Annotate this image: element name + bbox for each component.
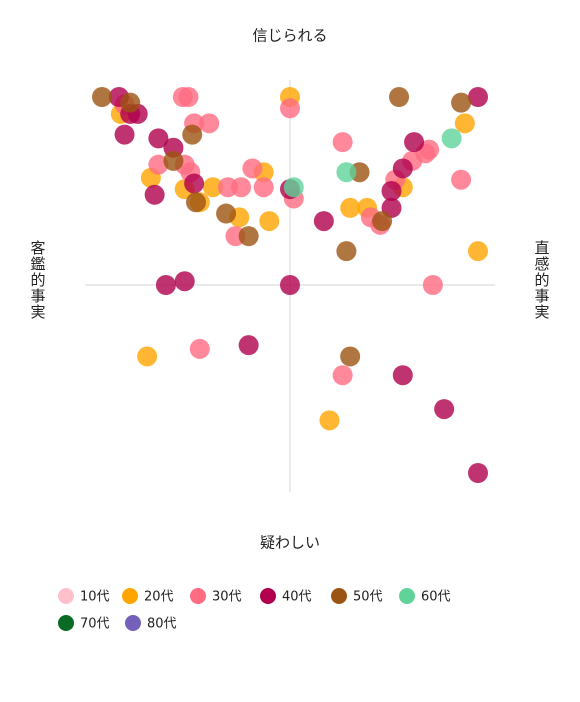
point (451, 92, 472, 113)
legend-label: 20代 (144, 590, 174, 605)
point (202, 177, 223, 198)
point (319, 410, 340, 431)
point (120, 92, 141, 113)
point (283, 177, 304, 198)
point (392, 365, 413, 386)
legend-label: 30代 (212, 590, 242, 605)
point (434, 399, 455, 420)
legend-label: 10代 (80, 590, 110, 605)
point (468, 241, 488, 262)
point (381, 181, 402, 201)
point (144, 184, 165, 205)
legend-swatch (58, 588, 74, 604)
legend-swatch (260, 588, 276, 604)
point (340, 346, 361, 367)
point (148, 128, 169, 149)
legend-label: 60代 (421, 590, 451, 605)
legend-label: 70代 (80, 617, 110, 632)
point (422, 275, 443, 295)
point (389, 87, 410, 107)
legend-swatch (125, 615, 141, 631)
point (182, 124, 203, 145)
point (92, 87, 112, 107)
label-left: 客鑑的事実 (29, 240, 47, 320)
point (332, 365, 353, 386)
point (259, 211, 280, 232)
point (184, 173, 205, 194)
legend-label: 80代 (147, 617, 177, 632)
point (178, 87, 199, 107)
point (404, 132, 425, 153)
point (332, 132, 353, 153)
point (441, 128, 462, 149)
point (163, 150, 184, 171)
legend-swatch (122, 588, 138, 604)
legend-swatch (331, 588, 347, 604)
point (155, 275, 176, 295)
point (372, 211, 393, 232)
point (313, 211, 334, 232)
point (189, 338, 210, 359)
point (468, 463, 488, 483)
point (340, 197, 361, 218)
point (242, 158, 263, 179)
point (238, 226, 259, 247)
point (137, 346, 158, 367)
legend-swatch (399, 588, 415, 604)
point (174, 271, 195, 292)
point (253, 177, 274, 198)
points (92, 87, 488, 483)
point (148, 154, 169, 175)
point (454, 113, 475, 134)
point (468, 87, 488, 107)
point (238, 335, 259, 356)
label-bottom: 疑わしい (260, 534, 320, 552)
point (199, 113, 220, 134)
point (280, 98, 300, 119)
point (280, 275, 300, 295)
point (231, 177, 252, 198)
point (216, 203, 237, 224)
point (336, 162, 357, 183)
label-right: 直感的事実 (533, 240, 551, 320)
legend-swatch (58, 615, 74, 631)
legend-label: 50代 (353, 590, 383, 605)
point (392, 158, 413, 179)
legend-swatch (190, 588, 206, 604)
point (114, 124, 135, 145)
label-top: 信じられる (252, 27, 327, 45)
point (419, 139, 440, 160)
point (451, 169, 472, 190)
legend: 10代 20代 30代 40代 50代 60代 70代 80代 (58, 588, 451, 632)
point (336, 241, 357, 262)
point (186, 192, 206, 213)
legend-label: 40代 (282, 590, 312, 605)
